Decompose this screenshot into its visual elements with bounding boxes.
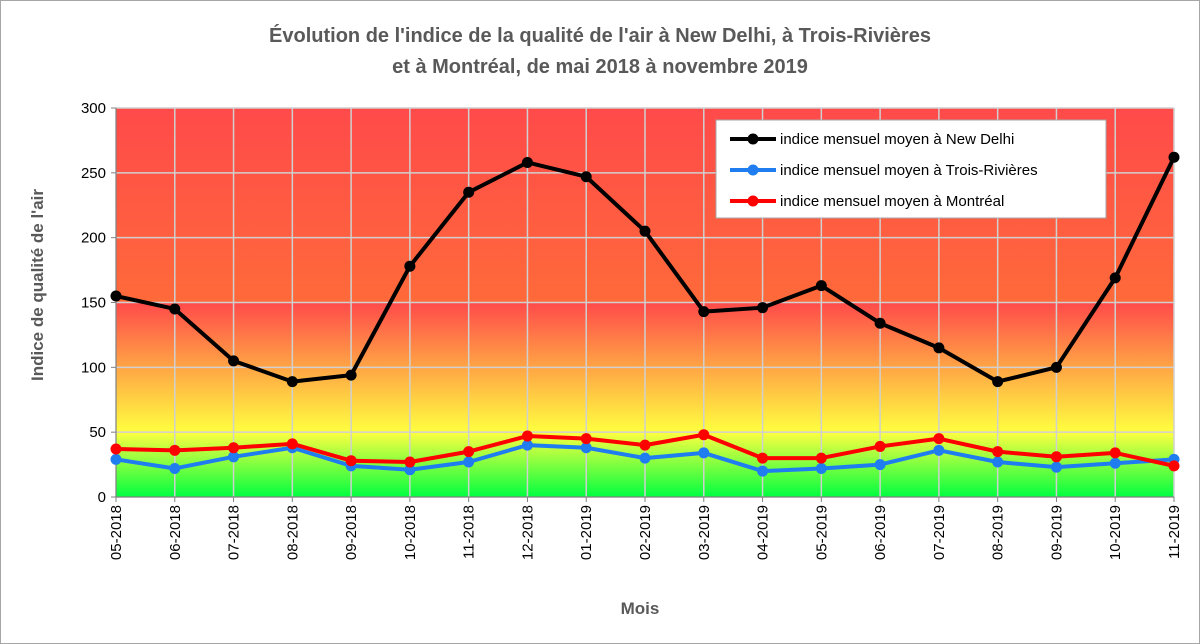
data-point [992,446,1004,458]
data-point [1050,361,1062,373]
x-tick-label: 03-2019 [696,505,713,560]
y-tick-label: 100 [81,359,106,376]
data-point [110,453,122,465]
x-tick-label: 04-2019 [755,505,772,560]
data-point [228,451,240,463]
data-point [345,455,357,467]
data-point [463,456,475,468]
data-point [639,452,651,464]
data-point [580,171,592,183]
data-point [1109,457,1121,469]
data-point [698,429,710,441]
x-tick-label: 01-2019 [578,505,595,560]
legend-entry-label: indice mensuel moyen à Trois-Rivières [780,162,1038,179]
data-point [228,355,240,367]
y-tick-label: 50 [89,424,106,441]
y-axis-ticks: 0 50 100 150 200 250 300 [81,100,116,506]
x-tick-label: 07-2019 [931,505,948,560]
legend: indice mensuel moyen à New Delhi indice m… [715,119,1107,219]
x-tick-label: 05-2019 [813,505,830,560]
x-tick-label: 02-2019 [637,505,654,560]
data-point [815,452,827,464]
data-point [228,442,240,454]
x-tick-label: 07-2018 [226,505,243,560]
data-point [1109,447,1121,459]
data-point [580,442,592,454]
y-tick-label: 250 [81,165,106,182]
data-point [1050,461,1062,473]
data-point [757,302,769,314]
data-point [521,156,533,168]
data-point [110,290,122,302]
x-tick-label: 08-2018 [284,505,301,560]
data-point [757,465,769,477]
y-tick-label: 200 [81,230,106,247]
data-point [1050,451,1062,463]
data-point [815,280,827,292]
data-point [404,260,416,272]
x-tick-label: 10-2018 [402,505,419,560]
data-point [639,439,651,451]
y-tick-label: 150 [81,295,106,312]
x-tick-label: 06-2019 [872,505,889,560]
data-point [286,438,298,450]
data-point [992,456,1004,468]
data-point [933,433,945,445]
data-point [698,306,710,318]
data-point [757,452,769,464]
data-point [463,186,475,198]
x-tick-label: 09-2018 [343,505,360,560]
data-point [874,459,886,471]
x-tick-label: 10-2019 [1107,505,1124,560]
data-point [404,464,416,476]
x-tick-label: 08-2019 [990,505,1007,560]
series-0 [110,151,1180,388]
data-point [286,376,298,388]
data-point [521,430,533,442]
x-axis-title: Mois [621,599,660,618]
data-point [345,369,357,381]
data-point [874,440,886,452]
y-tick-label: 300 [81,100,106,117]
data-point [169,303,181,315]
series-lines [110,151,1180,477]
data-point [404,456,416,468]
legend-swatch-marker [747,195,759,207]
y-tick-label: 0 [98,489,106,506]
chart-title-line1: Évolution de l'indice de la qualité de l… [269,24,931,47]
data-point [1109,272,1121,284]
data-point [992,376,1004,388]
x-axis-ticks: 05-2018 06-2018 07-2018 08-2018 09-2018 10-20… [108,497,1183,560]
x-tick-label: 11-2019 [1166,505,1183,559]
x-tick-label: 09-2019 [1048,505,1065,560]
data-point [169,462,181,474]
x-tick-label: 12-2018 [519,505,536,560]
legend-entry-label: indice mensuel moyen à Montréal [780,193,1004,210]
series-2 [110,429,1180,472]
legend-entry-label: indice mensuel moyen à New Delhi [780,131,1014,148]
data-point [933,342,945,354]
chart-title-line2: et à Montréal, de mai 2018 à novembre 20… [392,56,808,78]
data-point [1168,151,1180,163]
data-point [639,225,651,237]
data-point [169,444,181,456]
legend-swatch-marker [747,133,759,145]
data-point [698,447,710,459]
x-tick-label: 05-2018 [108,505,125,560]
data-point [874,317,886,329]
legend-box [715,119,1107,219]
y-axis-title: Indice de qualité de l'air [28,189,47,381]
data-point [521,439,533,451]
x-tick-label: 11-2018 [461,505,478,559]
x-tick-label: 06-2018 [167,505,184,560]
data-point [1168,460,1180,472]
legend-swatch-marker [747,164,759,176]
data-point [933,444,945,456]
data-point [110,443,122,455]
data-point [463,446,475,458]
data-point [580,433,592,445]
data-point [815,462,827,474]
